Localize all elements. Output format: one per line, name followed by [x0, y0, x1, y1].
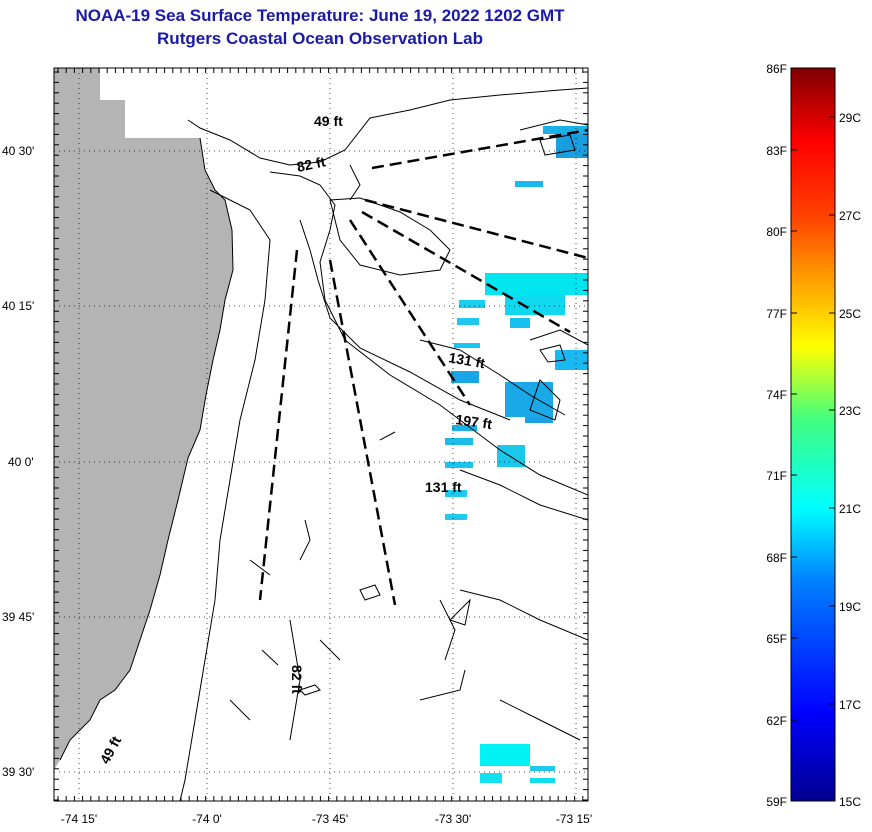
lat-lon-grid — [54, 68, 588, 801]
map-title: NOAA-19 Sea Surface Temperature: June 19… — [75, 6, 565, 25]
axis-ticks — [54, 68, 588, 801]
contour-label-49ft-north: 49 ft — [314, 113, 343, 129]
colorbar-f-label: 74F — [766, 388, 787, 402]
colorbar-f-label: 62F — [766, 714, 787, 728]
colorbar-c-label: 25C — [839, 307, 861, 321]
colorbar-c-label: 15C — [839, 795, 861, 809]
colorbar-f-label: 59F — [766, 795, 787, 809]
colorbar-c-label: 27C — [839, 209, 861, 223]
colorbar-c-label: 21C — [839, 502, 861, 516]
colorbar-f-label: 77F — [766, 307, 787, 321]
bathymetry-contours — [179, 87, 588, 801]
colorbar-c-label: 29C — [839, 111, 861, 125]
transect-lines — [258, 128, 588, 606]
lon-tick-label: -74 15' — [61, 812, 97, 826]
contour-label-82ft-north: 82 ft — [295, 153, 327, 175]
colorbar-f-label: 86F — [766, 62, 787, 76]
map-subtitle: Rutgers Coastal Ocean Observation Lab — [157, 29, 483, 48]
contour-label-131ft-east: 131 ft — [447, 349, 486, 371]
colorbar-f-label: 71F — [766, 469, 787, 483]
shoreline — [59, 137, 234, 761]
colorbar-c-label: 23C — [839, 404, 861, 418]
colorbar-ticks — [791, 67, 835, 721]
land-mass — [54, 68, 233, 770]
lat-tick-label: 39 45' — [2, 610, 34, 624]
lon-tick-label: -73 15' — [556, 812, 592, 826]
lon-tick-label: -73 45' — [312, 812, 348, 826]
lon-tick-label: -74 0' — [192, 812, 222, 826]
lat-tick-label: 40 0' — [8, 455, 34, 469]
lat-tick-label: 39 30' — [2, 765, 34, 779]
contour-label-131ft-south: 131 ft — [425, 479, 462, 495]
contour-label-82ft-south: 82 ft — [289, 665, 305, 694]
contour-label-197ft: 197 ft — [455, 411, 494, 432]
colorbar-f-label: 68F — [766, 551, 787, 565]
plot-frame — [53, 67, 589, 802]
lat-tick-label: 40 15' — [2, 299, 34, 313]
lat-tick-label: 40 30' — [2, 144, 34, 158]
colorbar-f-label: 83F — [766, 144, 787, 158]
colorbar-c-label: 17C — [839, 698, 861, 712]
colorbar-f-label: 80F — [766, 225, 787, 239]
lon-tick-label: -73 30' — [435, 812, 471, 826]
temperature-colorbar — [790, 67, 836, 802]
colorbar-f-label: 65F — [766, 632, 787, 646]
colorbar-c-label: 19C — [839, 600, 861, 614]
